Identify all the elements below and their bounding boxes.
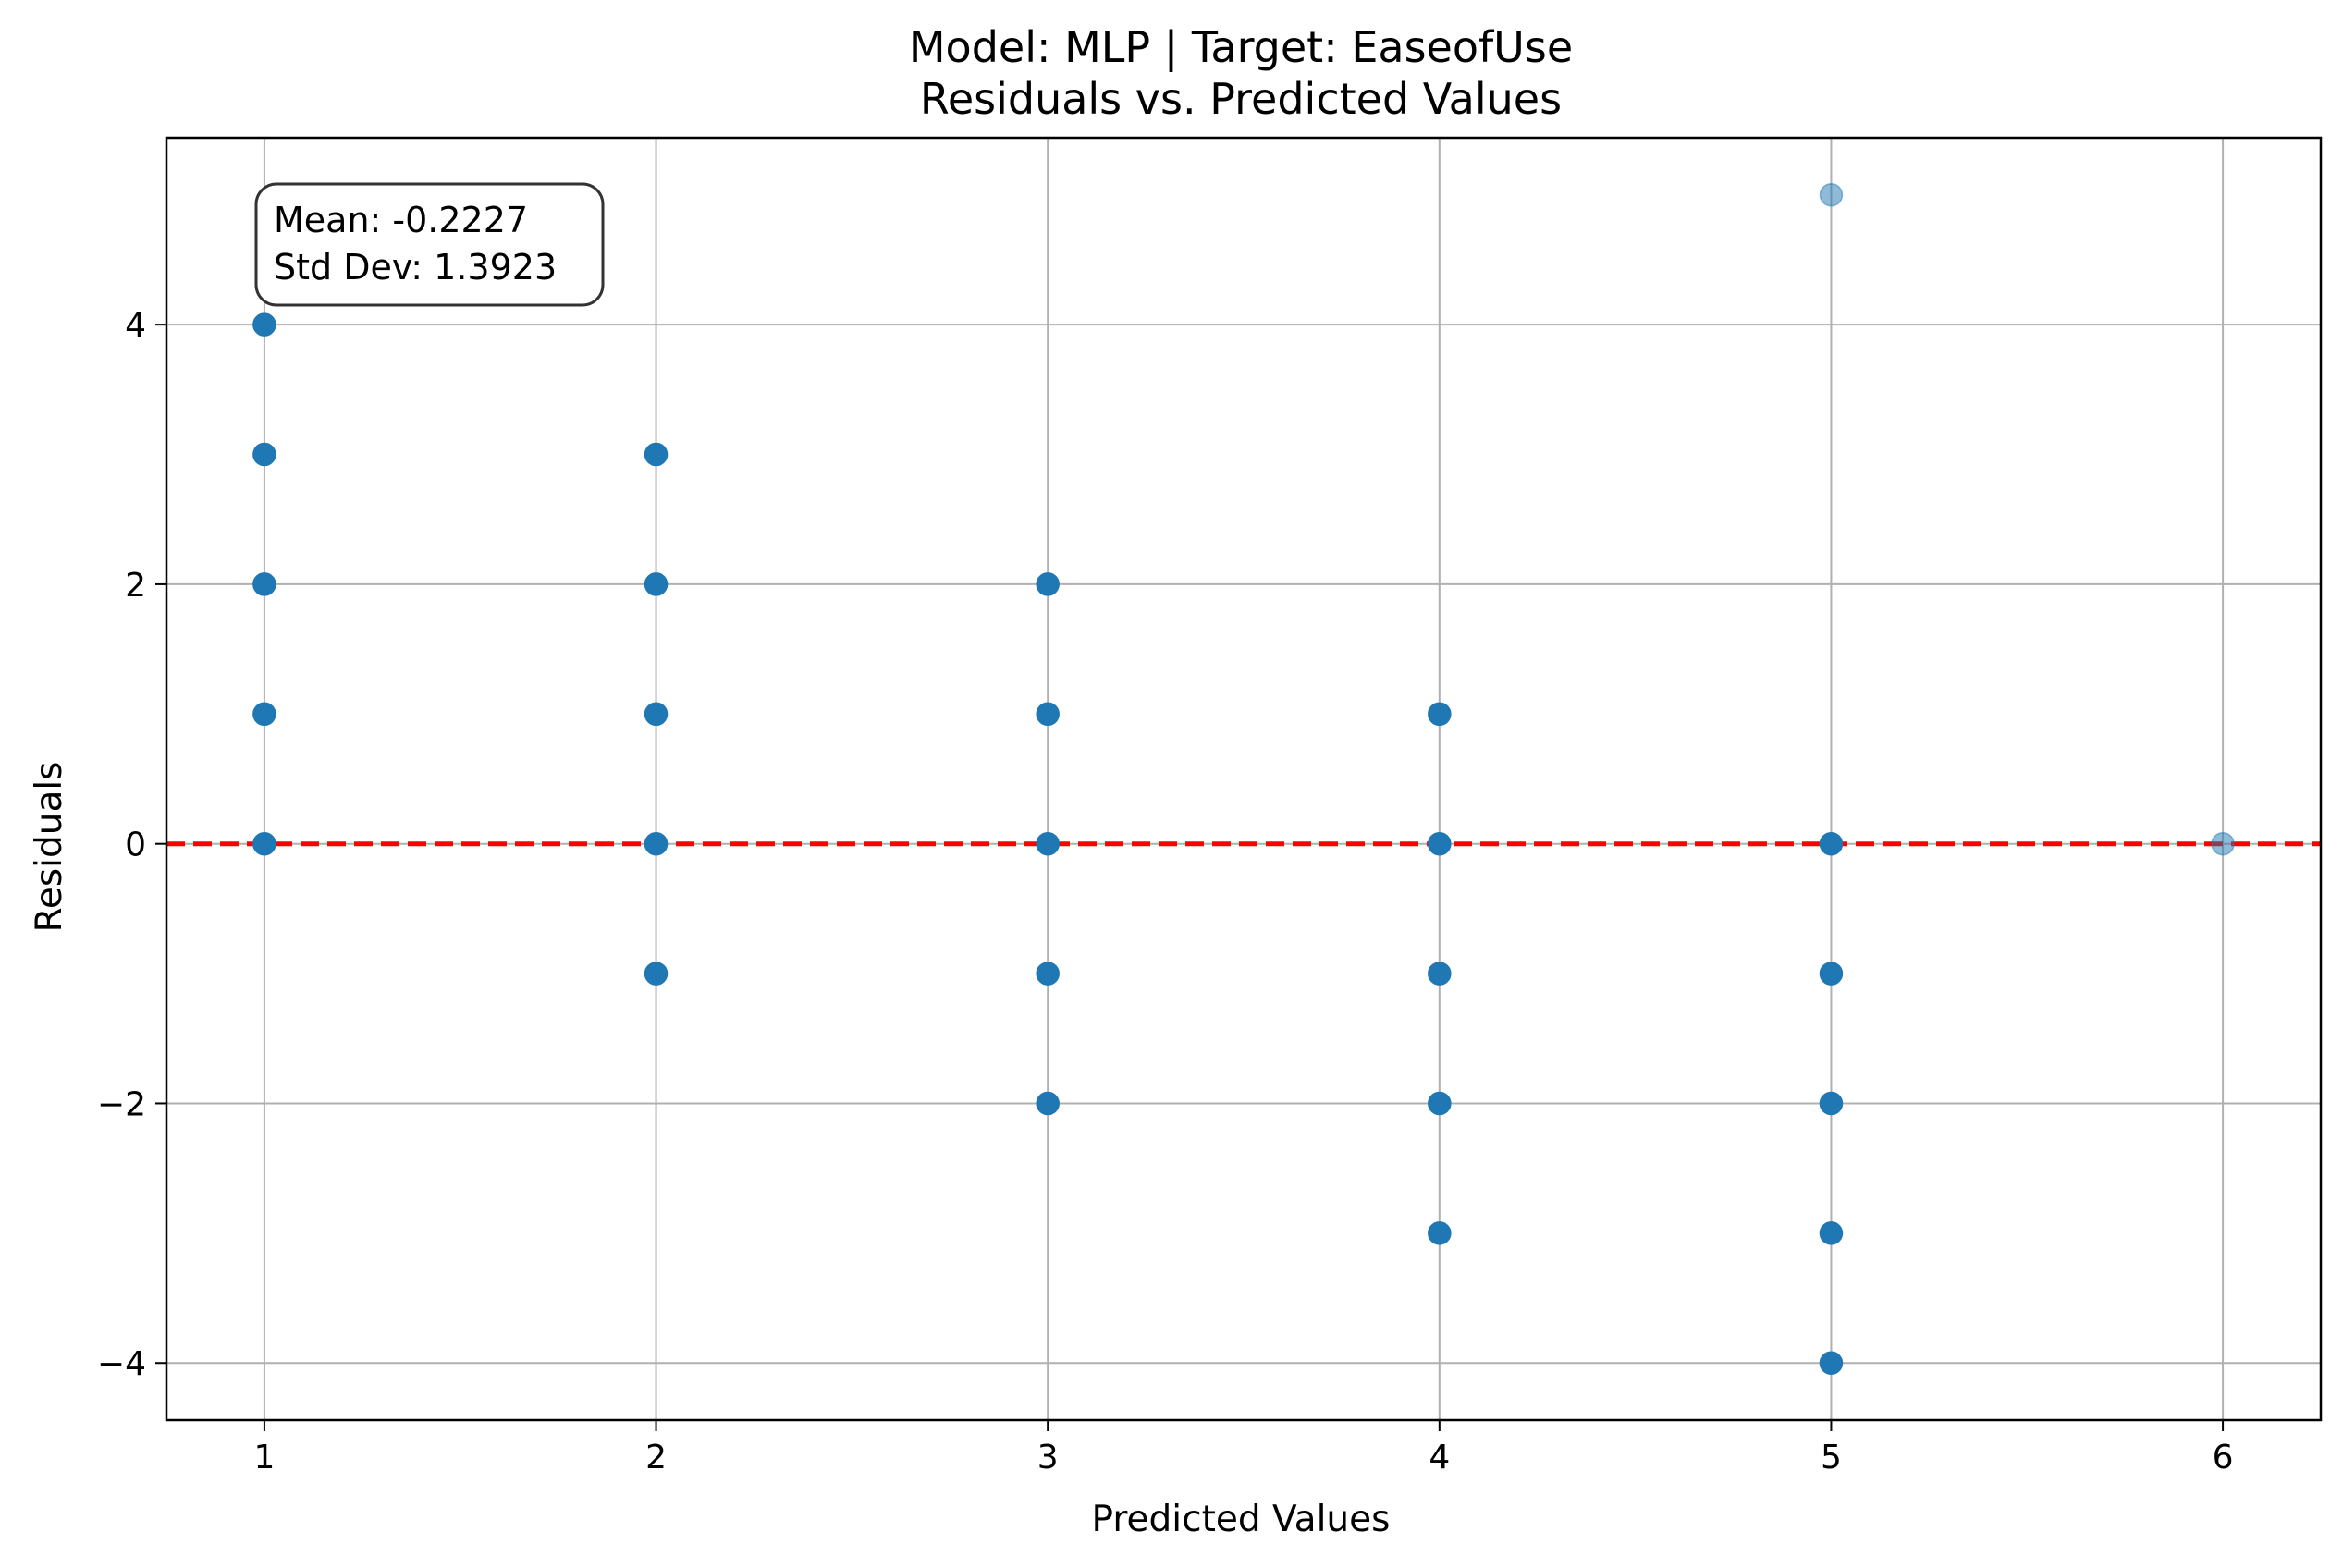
data-point (1428, 1091, 1452, 1116)
chart-subtitle: Residuals vs. Predicted Values (920, 74, 1562, 124)
data-point (2211, 831, 2235, 856)
axis-ticks: 1 2 3 4 5 6 −4 −2 0 2 4 (97, 307, 2234, 1476)
stats-std: Std Dev: 1.3923 (274, 247, 557, 288)
chart-title: Model: MLP | Target: EaseofUse (909, 22, 1573, 73)
data-point (1428, 702, 1452, 727)
data-point (644, 962, 669, 986)
data-point (1819, 1221, 1844, 1245)
y-tick-label: 2 (125, 567, 146, 605)
data-point (644, 442, 669, 467)
data-point (644, 702, 669, 727)
scatter-points (252, 183, 2235, 1375)
data-point (1036, 572, 1060, 596)
y-tick-label: −2 (97, 1085, 146, 1123)
data-point (1036, 831, 1060, 856)
data-point (1036, 962, 1060, 986)
data-point (252, 572, 276, 596)
data-point (644, 831, 669, 856)
data-point (252, 831, 276, 856)
data-point (252, 442, 276, 467)
data-point (1819, 1351, 1844, 1375)
data-point (1428, 962, 1452, 986)
x-tick-label: 6 (2213, 1439, 2234, 1476)
grid (166, 138, 2321, 1420)
data-point (1428, 831, 1452, 856)
y-tick-label: −4 (97, 1345, 146, 1383)
x-axis-label: Predicted Values (1092, 1499, 1391, 1540)
data-point (1819, 962, 1844, 986)
data-point (252, 702, 276, 727)
data-point (1036, 702, 1060, 727)
y-axis-label: Residuals (29, 761, 70, 932)
data-point (252, 312, 276, 337)
x-tick-label: 4 (1429, 1439, 1450, 1476)
plot-frame (165, 136, 2323, 1422)
stats-box: Mean: -0.2227 Std Dev: 1.3923 (254, 182, 605, 307)
data-point (644, 572, 669, 596)
data-point (1819, 1091, 1844, 1116)
data-point (1819, 831, 1844, 856)
x-tick-label: 3 (1037, 1439, 1059, 1476)
y-tick-label: 0 (125, 827, 146, 864)
data-point (1428, 1221, 1452, 1245)
x-tick-label: 1 (253, 1439, 275, 1476)
x-tick-label: 5 (1821, 1439, 1842, 1476)
data-point (1036, 1091, 1060, 1116)
stats-mean: Mean: -0.2227 (274, 200, 528, 240)
y-tick-label: 4 (125, 307, 146, 345)
x-tick-label: 2 (645, 1439, 667, 1476)
data-point (1819, 183, 1844, 207)
